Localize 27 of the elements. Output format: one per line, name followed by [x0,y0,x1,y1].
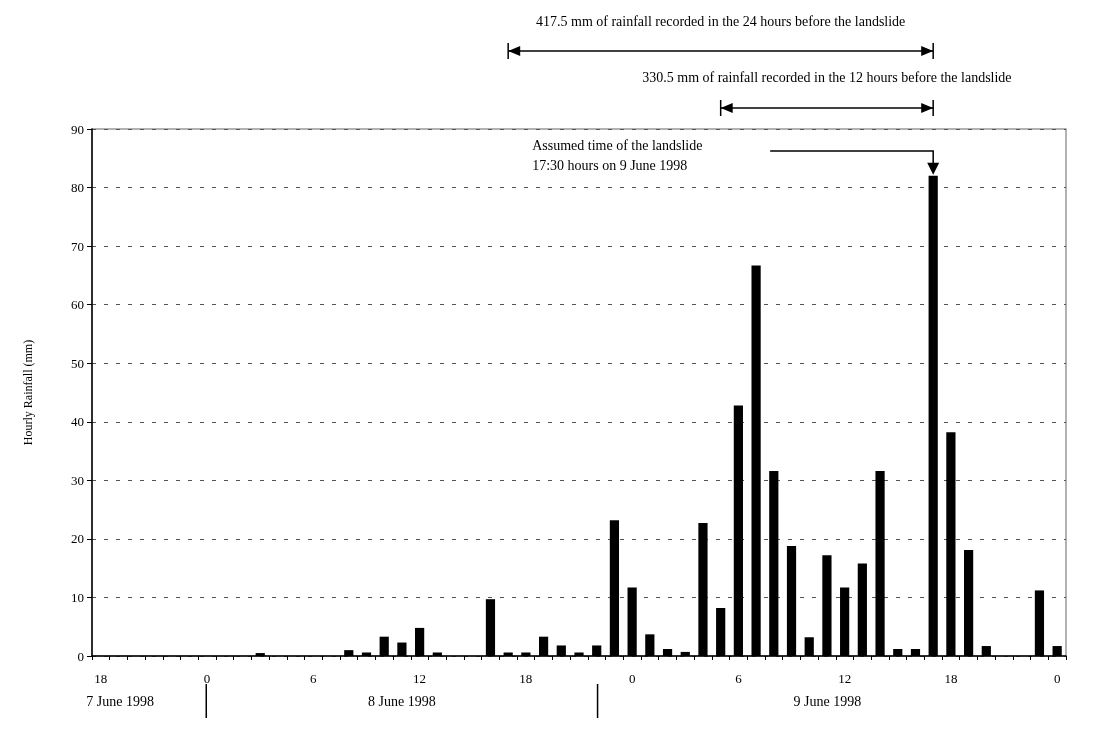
text: 9 June 1998 [793,693,862,709]
y-tick-label: 10 [71,589,84,605]
x-tick-label: 0 [1053,671,1061,686]
y-tick-label: 90 [71,121,84,137]
y-tick-label: 70 [71,238,84,254]
y-axis-title: Hourly Rainfall (mm) [21,339,35,446]
x-tick-label: 0 [203,671,211,686]
x-tick-label: 12 [413,671,427,686]
y-tick-label: 60 [71,297,84,313]
x-tick-label: 18 [94,671,108,686]
text: 417.5 mm of rainfall recorded in the 24 hours before the landslide [536,13,906,29]
text: 7 June 1998 [86,693,154,709]
annotation: Assumed time of the landslide 17:30 hours on 9 June 1998 [532,137,703,173]
x-tick-label: 0 [628,671,636,686]
y-tick-label: 50 [71,355,84,371]
y-tick-label: 40 [71,414,84,430]
x-tick-label: 6 [310,671,318,686]
y-tick-label: 20 [71,531,84,547]
x-tick-label: 18 [519,671,533,686]
y-tick-label: 0 [77,648,84,664]
text: 8 June 1998 [368,693,436,709]
text: 330.5 mm of rainfall recorded in the 12 hours before the landslide [642,69,1012,85]
y-tick-label: 80 [71,180,84,196]
y-tick-label: 30 [71,472,84,488]
x-tick-label: 6 [735,671,743,686]
x-tick-label: 18 [944,671,958,686]
x-tick-label: 12 [838,671,852,686]
